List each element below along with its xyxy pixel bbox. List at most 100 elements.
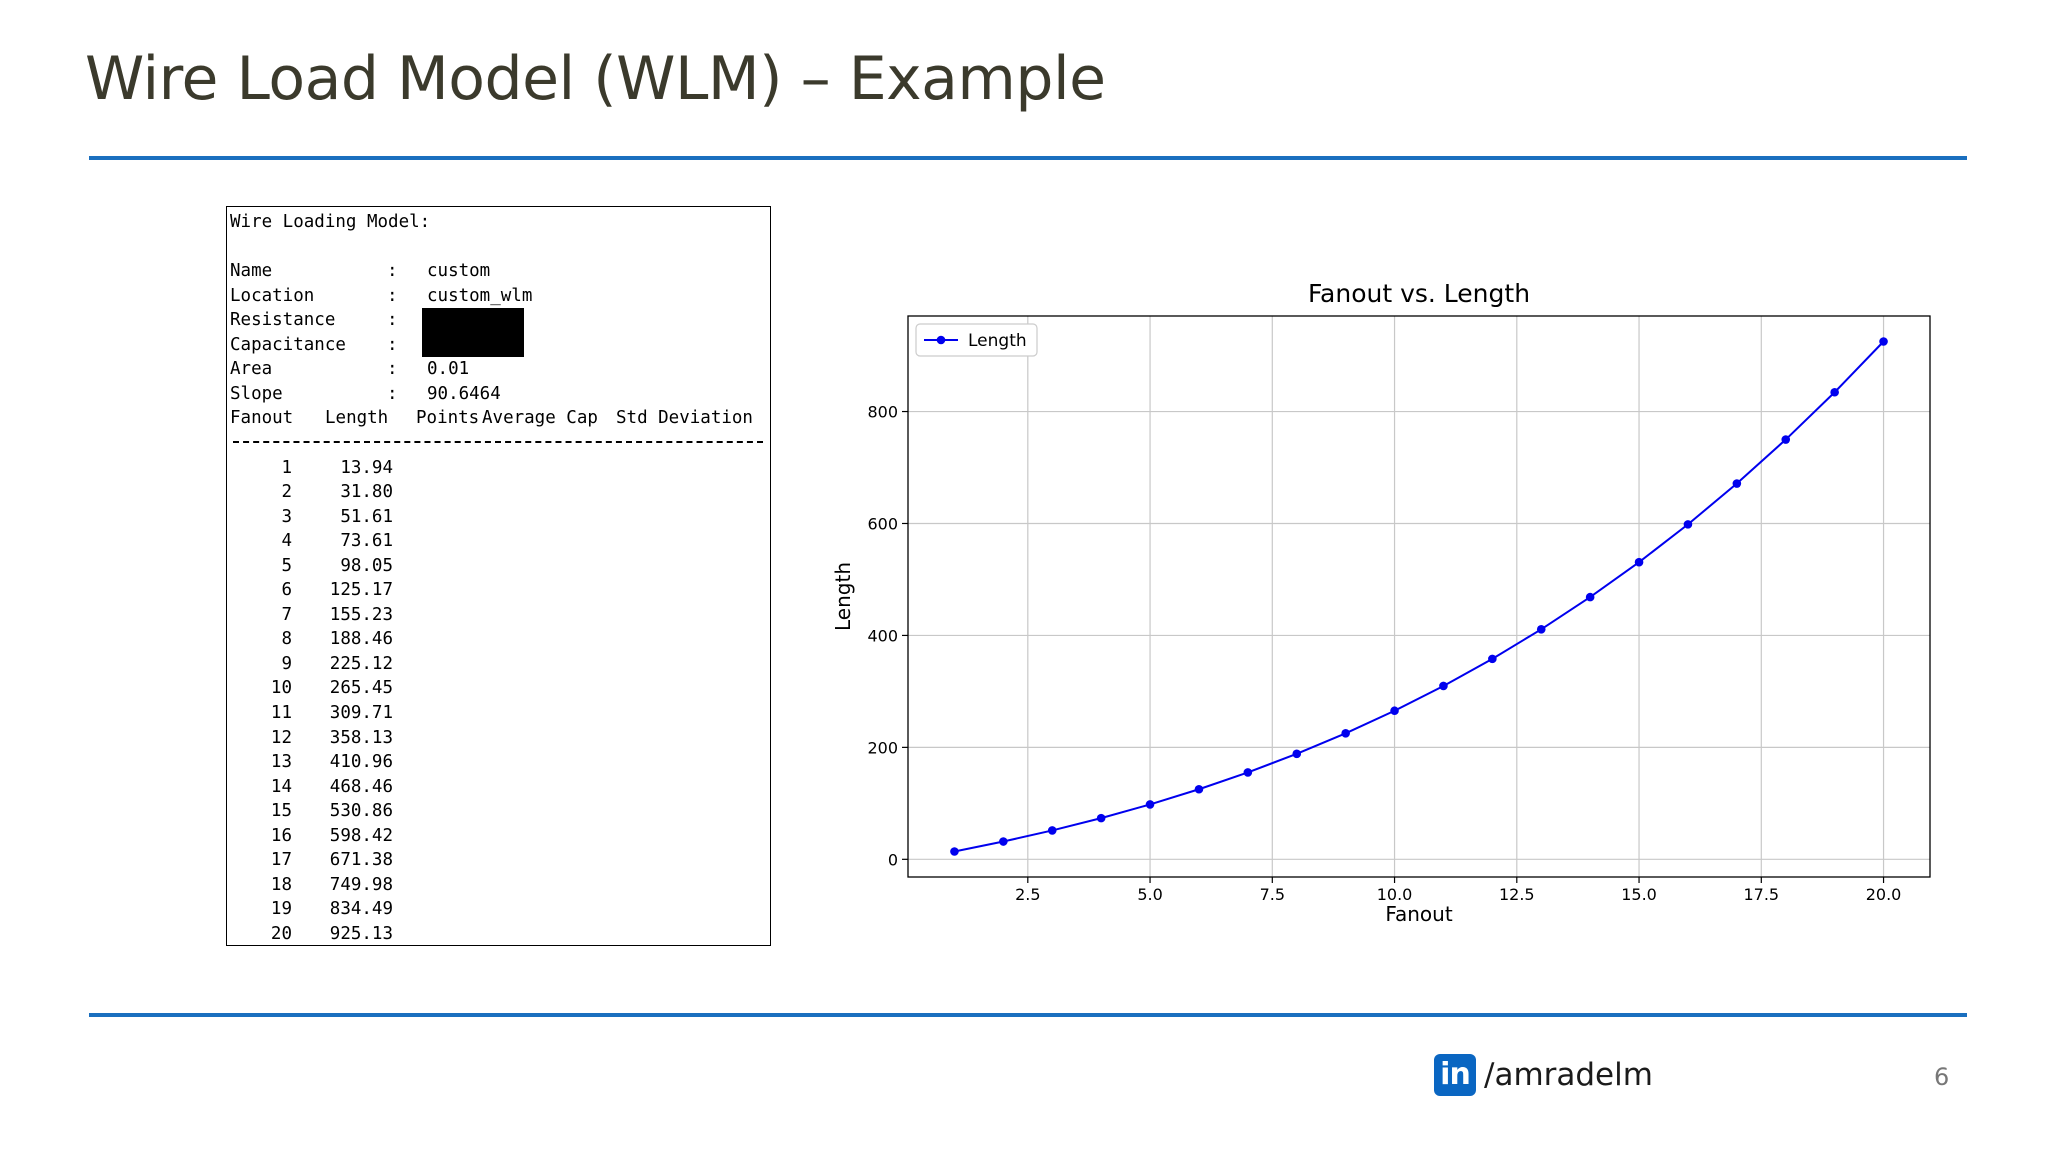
field-separator: : — [387, 261, 398, 282]
length-cell: 31.80 — [340, 482, 393, 503]
legend-label: Length — [968, 331, 1027, 351]
fanout-cell: 20 — [270, 923, 292, 944]
length-cell: 925.13 — [329, 923, 393, 944]
field-separator: : — [387, 383, 398, 404]
length-cell: 225.12 — [329, 653, 393, 674]
legend-marker — [936, 335, 946, 345]
data-point — [1439, 681, 1448, 691]
linkedin-icon[interactable]: in — [1434, 1054, 1476, 1096]
length-cell: 834.49 — [329, 899, 393, 920]
length-cell: 410.96 — [329, 752, 393, 773]
field-separator: : — [387, 359, 398, 380]
x-tick-label: 10.0 — [1377, 885, 1413, 904]
report-heading: Wire Loading Model: — [230, 212, 431, 232]
data-point — [1879, 337, 1888, 346]
slide-title: Wire Load Model (WLM) – Example — [85, 44, 1106, 114]
field-label: Slope — [230, 383, 283, 404]
data-point — [950, 847, 959, 856]
fanout-cell: 13 — [270, 752, 292, 773]
data-point — [1683, 520, 1693, 529]
field-label: Capacitance — [230, 334, 346, 355]
length-cell: 358.13 — [329, 727, 393, 748]
fanout-cell: 14 — [270, 776, 292, 797]
series-line-length — [954, 340, 1885, 853]
title-divider — [89, 156, 1967, 160]
length-cell: 671.38 — [329, 850, 393, 871]
data-point — [1341, 729, 1350, 738]
fanout-cell: 4 — [281, 531, 292, 552]
x-tick-label: 12.5 — [1499, 885, 1535, 904]
length-cell: 309.71 — [329, 703, 393, 723]
length-cell: 98.05 — [340, 555, 393, 576]
redacted-value — [422, 308, 524, 358]
fanout-cell: 1 — [281, 457, 292, 478]
fanout-cell: 12 — [270, 727, 292, 748]
page-number: 6 — [1934, 1063, 1950, 1091]
length-cell: 73.61 — [340, 531, 393, 552]
y-tick-label: 0 — [888, 850, 898, 869]
data-point — [1732, 479, 1742, 488]
column-header-std-deviation: Std Deviation — [616, 408, 753, 429]
data-point — [1047, 826, 1057, 835]
field-label: Location — [230, 285, 315, 306]
y-tick-label: 400 — [867, 626, 898, 645]
column-header-length: Length — [325, 408, 389, 429]
length-cell: 155.23 — [329, 604, 393, 625]
field-label: Area — [230, 359, 273, 380]
length-cell: 125.17 — [329, 580, 393, 601]
fanout-cell: 2 — [281, 482, 292, 503]
fanout-cell: 7 — [281, 604, 292, 625]
chart-canvas: Fanout vs. Length 2.5 5.0 7.5 10.0 12.5 15.0 17… — [831, 279, 1931, 926]
data-point — [1243, 768, 1253, 777]
fanout-cell: 5 — [281, 555, 292, 576]
x-tick-label: 15.0 — [1621, 885, 1657, 904]
x-tick-label: 2.5 — [1015, 885, 1040, 904]
field-label: Resistance — [230, 310, 336, 331]
column-header-fanout: Fanout — [230, 408, 294, 429]
field-value: custom — [427, 261, 491, 282]
field-label: Name — [230, 261, 273, 282]
data-point — [999, 837, 1008, 846]
data-point — [1292, 749, 1302, 759]
field-separator: : — [387, 310, 398, 331]
x-tick-label: 7.5 — [1260, 885, 1285, 904]
wire-loading-model-report: Wire Loading Model: Name: custom Location: c… — [226, 206, 771, 946]
data-point — [1145, 800, 1155, 809]
fanout-cell: 11 — [270, 703, 292, 723]
fanout-cell: 6 — [281, 580, 292, 601]
report-separator — [233, 441, 763, 443]
data-point — [1390, 706, 1399, 716]
field-separator: : — [387, 285, 398, 306]
fanout-cell: 17 — [270, 850, 292, 871]
length-cell: 530.86 — [329, 801, 393, 822]
x-axis-label: Fanout — [1385, 902, 1453, 926]
x-tick-label: 20.0 — [1866, 885, 1902, 904]
fanout-cell: 15 — [270, 801, 292, 822]
fanout-cell: 3 — [281, 506, 292, 527]
y-axis-label: Length — [831, 562, 855, 631]
field-separator: : — [387, 334, 398, 355]
fanout-vs-length-chart: Fanout vs. Length 2.5 5.0 7.5 10.0 12.5 15.0 17… — [820, 270, 1950, 954]
fanout-cell: 10 — [270, 678, 292, 699]
chart-title: Fanout vs. Length — [1308, 279, 1530, 308]
length-cell: 749.98 — [329, 874, 393, 895]
y-tick-label: 600 — [867, 514, 898, 533]
length-cell: 468.46 — [329, 776, 393, 797]
data-point — [1634, 557, 1644, 567]
field-value: 90.6464 — [427, 383, 501, 404]
length-cell: 188.46 — [329, 629, 393, 650]
field-value: custom_wlm — [427, 285, 533, 306]
data-point — [1830, 387, 1839, 397]
data-point — [1096, 813, 1106, 823]
length-cell: 51.61 — [340, 506, 393, 527]
linkedin-handle[interactable]: /amradelm — [1484, 1057, 1653, 1093]
footer-divider — [89, 1013, 1967, 1017]
fanout-cell: 16 — [270, 825, 292, 846]
length-cell: 13.94 — [340, 457, 393, 478]
chart-legend: Length — [915, 323, 1038, 357]
data-point — [1585, 592, 1595, 602]
data-point — [1488, 654, 1497, 664]
y-tick-label: 200 — [867, 738, 898, 757]
y-tick-label: 800 — [867, 403, 898, 422]
data-point — [1194, 784, 1204, 794]
